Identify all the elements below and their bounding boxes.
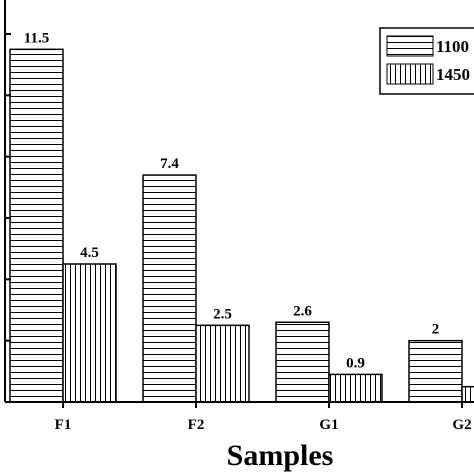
- data-label-1100-F1: 11.5: [24, 30, 49, 46]
- data-labels-layer: 11.5 4.5 7.4 2.5 2.6 0.9 2: [24, 30, 439, 371]
- data-label-1450-F2: 2.5: [213, 306, 232, 322]
- x-tick-label-F2: F2: [188, 417, 205, 433]
- data-label-1100-G2: 2: [432, 322, 440, 338]
- bar-1450-F1: [62, 263, 117, 403]
- bar-1100-G1: [275, 321, 330, 403]
- bars-layer: [9, 48, 474, 403]
- bar-1100-G2: [408, 339, 463, 403]
- bar-1450-G1: [328, 373, 383, 403]
- bar-1100-F2: [142, 174, 197, 403]
- data-label-1450-F1: 4.5: [80, 245, 99, 261]
- x-tick-label-F1: F1: [55, 417, 72, 433]
- legend: 1100 1450: [379, 27, 474, 95]
- x-tick-label-G2: G2: [452, 417, 471, 433]
- bar-1450-F2: [195, 324, 250, 403]
- x-tick-label-G1: G1: [319, 417, 338, 433]
- data-label-1100-F2: 7.4: [160, 156, 179, 172]
- bar-1450-G2: [461, 385, 474, 403]
- data-label-1450-G1: 0.9: [346, 355, 365, 371]
- legend-swatch-1450: [386, 63, 434, 85]
- legend-swatch-1100: [386, 35, 434, 57]
- bar-1100-F1: [9, 48, 64, 403]
- legend-label-1100: 1100: [436, 37, 469, 56]
- legend-label-1450: 1450: [436, 65, 470, 84]
- data-label-1100-G1: 2.6: [293, 303, 312, 319]
- x-axis-label: Samples: [227, 439, 334, 472]
- axes-layer: F1 F2 G1 G2: [4, 0, 474, 433]
